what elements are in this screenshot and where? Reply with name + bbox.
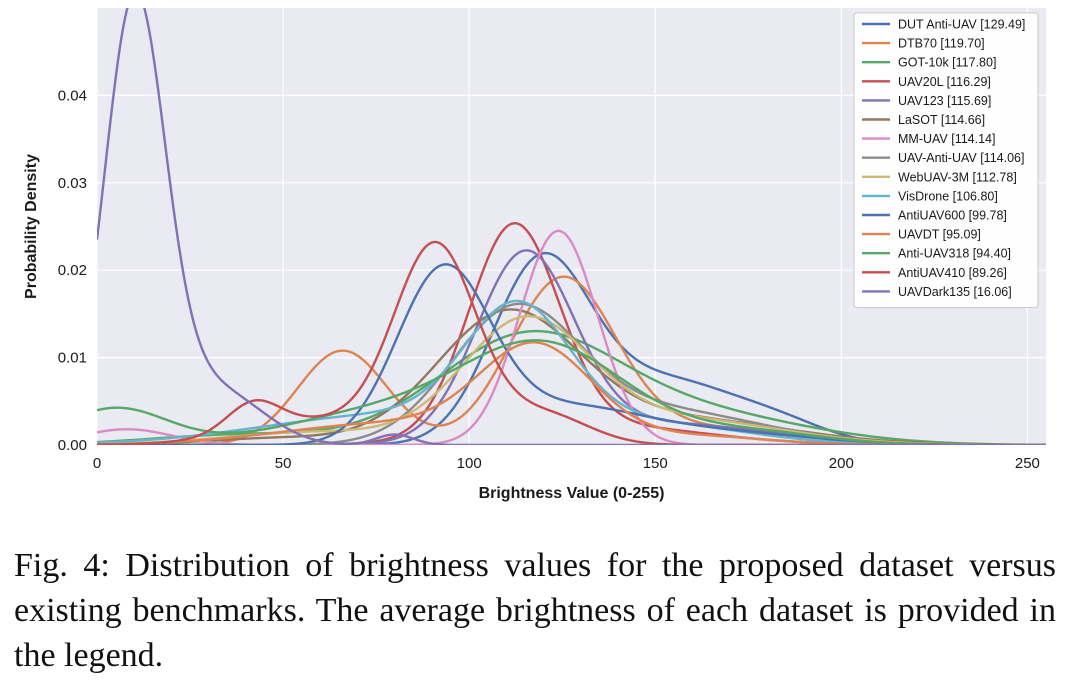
y-tick-label: 0.01 — [58, 350, 87, 367]
y-tick-label: 0.04 — [58, 87, 87, 104]
x-tick-label: 0 — [93, 455, 101, 472]
x-tick-label: 50 — [275, 455, 292, 472]
y-tick-label: 0.03 — [58, 175, 87, 192]
legend-entry: AntiUAV600 [99.78] — [898, 209, 1007, 223]
legend-entry: UAV20L [116.29] — [898, 75, 991, 89]
y-axis-ticks: 0.00 0.01 0.02 0.03 0.04 — [58, 87, 87, 454]
series-line — [97, 8, 1046, 445]
legend-entry: VisDrone [106.80] — [898, 189, 998, 203]
x-tick-label: 150 — [643, 455, 668, 472]
legend-entry: UAVDark135 [16.06] — [898, 285, 1012, 299]
legend-entry: AntiUAV410 [89.26] — [898, 266, 1007, 280]
legend-entry: MM-UAV [114.14] — [898, 132, 996, 146]
y-tick-label: 0.00 — [58, 437, 87, 454]
y-axis-label: Probability Density — [23, 154, 40, 299]
legend-entry: DUT Anti-UAV [129.49] — [898, 18, 1025, 32]
legend-entry: DTB70 [119.70] — [898, 37, 985, 51]
legend-entry: GOT-10k [117.80] — [898, 56, 996, 70]
legend-box — [853, 12, 1039, 308]
y-tick-label: 0.02 — [58, 262, 87, 279]
legend-entry: LaSOT [114.66] — [898, 113, 985, 127]
x-tick-label: 250 — [1015, 455, 1040, 472]
legend-entry: Anti-UAV318 [94.40] — [898, 247, 1011, 261]
legend-entry: WebUAV-3M [112.78] — [898, 170, 1017, 184]
legend-entry: UAVDT [95.09] — [898, 228, 981, 242]
x-tick-label: 100 — [457, 455, 482, 472]
x-axis-ticks: 0 50 100 150 200 250 — [93, 455, 1040, 472]
density-curves — [97, 8, 1046, 445]
x-axis-label: Brightness Value (0-255) — [479, 485, 665, 502]
figure-caption: Fig. 4: Distribution of brightness value… — [14, 547, 1056, 674]
legend: DUT Anti-UAV [129.49] DTB70 [119.70] GOT-1… — [853, 12, 1039, 308]
x-tick-label: 200 — [829, 455, 854, 472]
density-chart: 0 50 100 150 200 250 0.00 0.01 0.02 0.03 0.04 Bri… — [23, 8, 1046, 502]
legend-entry: UAV123 [115.69] — [898, 94, 991, 108]
legend-entry: UAV-Anti-UAV [114.06] — [898, 151, 1024, 165]
series-line — [97, 339, 1046, 445]
series-line — [97, 240, 1046, 445]
